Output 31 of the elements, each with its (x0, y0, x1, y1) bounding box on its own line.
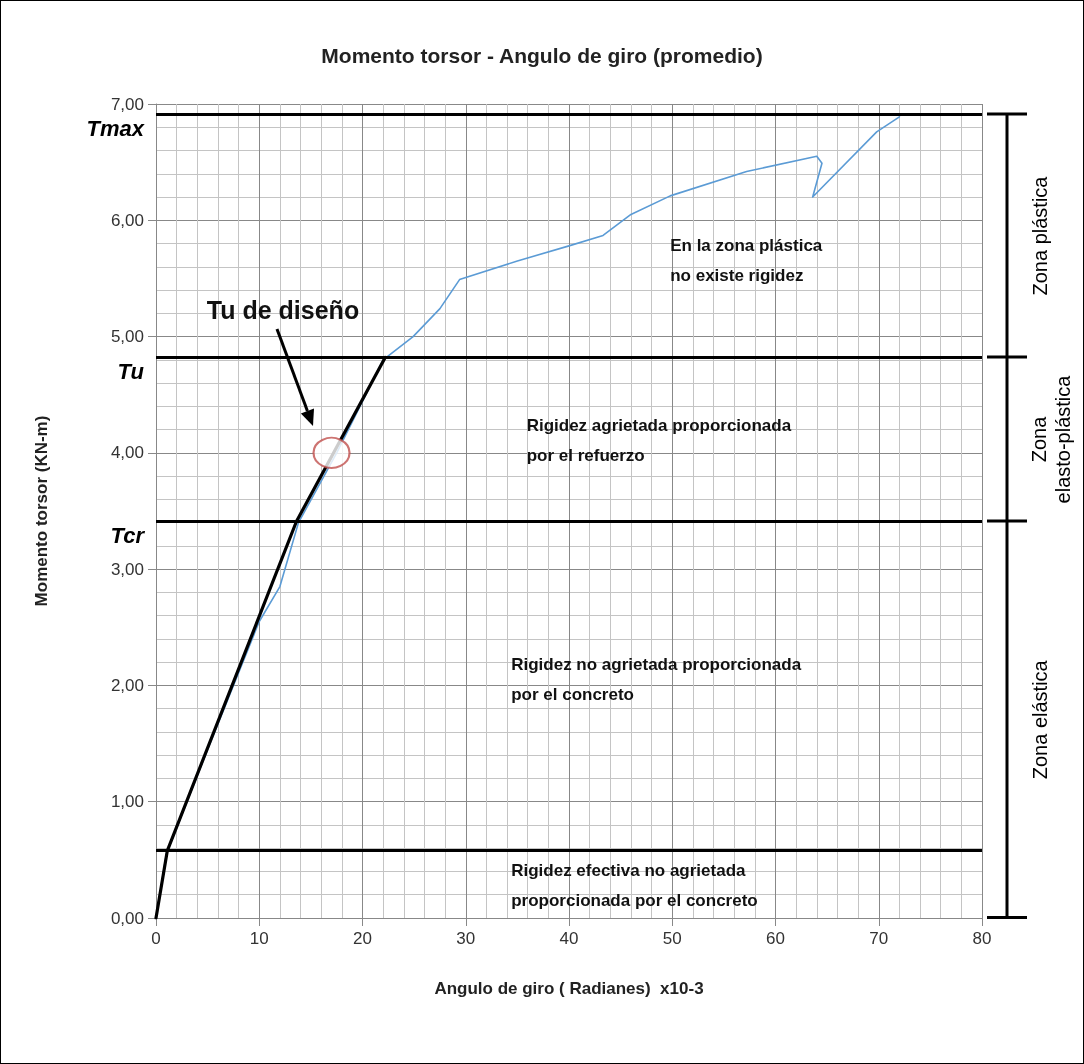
y-tick-label: 7,00 (110, 94, 144, 114)
y-tick-label: 3,00 (110, 559, 144, 579)
x-tick-label: 40 (559, 929, 579, 948)
y-tick-label: 6,00 (110, 210, 144, 230)
y-tick-label: 0,00 (110, 908, 144, 928)
text: Zona elasto-plástica (1028, 374, 1074, 504)
x-tick-label: 80 (972, 929, 992, 948)
text: Zona plástica (1029, 175, 1051, 296)
y-tick-label: 2,00 (110, 675, 144, 695)
ref-line-label: Tmax (86, 115, 145, 141)
annotation: Rigidez efectiva no agrietada proporcionada por el concreto (511, 860, 758, 910)
y-axis-title: Momento torsor (KN-m) (32, 415, 51, 607)
text: Zona elástica (1029, 659, 1051, 780)
annotation: En la zona plástica no existe rigidez (670, 236, 823, 286)
ref-line-label: Tcr (110, 522, 146, 548)
y-tick-label: 1,00 (110, 792, 144, 812)
ref-line-label: Tu (117, 359, 145, 384)
x-tick-label: 10 (249, 929, 269, 948)
x-tick-label: 20 (353, 929, 372, 948)
x-tick-label: 60 (766, 929, 785, 948)
annotation: Rigidez agrietada proporcionada por el refuerzo (526, 415, 792, 465)
x-tick-label: 30 (456, 929, 476, 948)
x-tick-label: 70 (869, 929, 889, 948)
chart-title: Momento torsor - Angulo de giro (promedio) (321, 44, 763, 67)
x-tick-label: 0 (151, 929, 161, 948)
y-tick-label: 5,00 (110, 327, 144, 347)
x-tick-label: 50 (662, 929, 682, 948)
x-axis-title: Angulo de giro ( Radianes) x10-3 (434, 979, 704, 998)
annotation: Rigidez no agrietada proporcionada por el concreto (511, 655, 802, 705)
annotation: Tu de diseño (206, 295, 360, 324)
y-tick-label: 4,00 (110, 443, 144, 463)
